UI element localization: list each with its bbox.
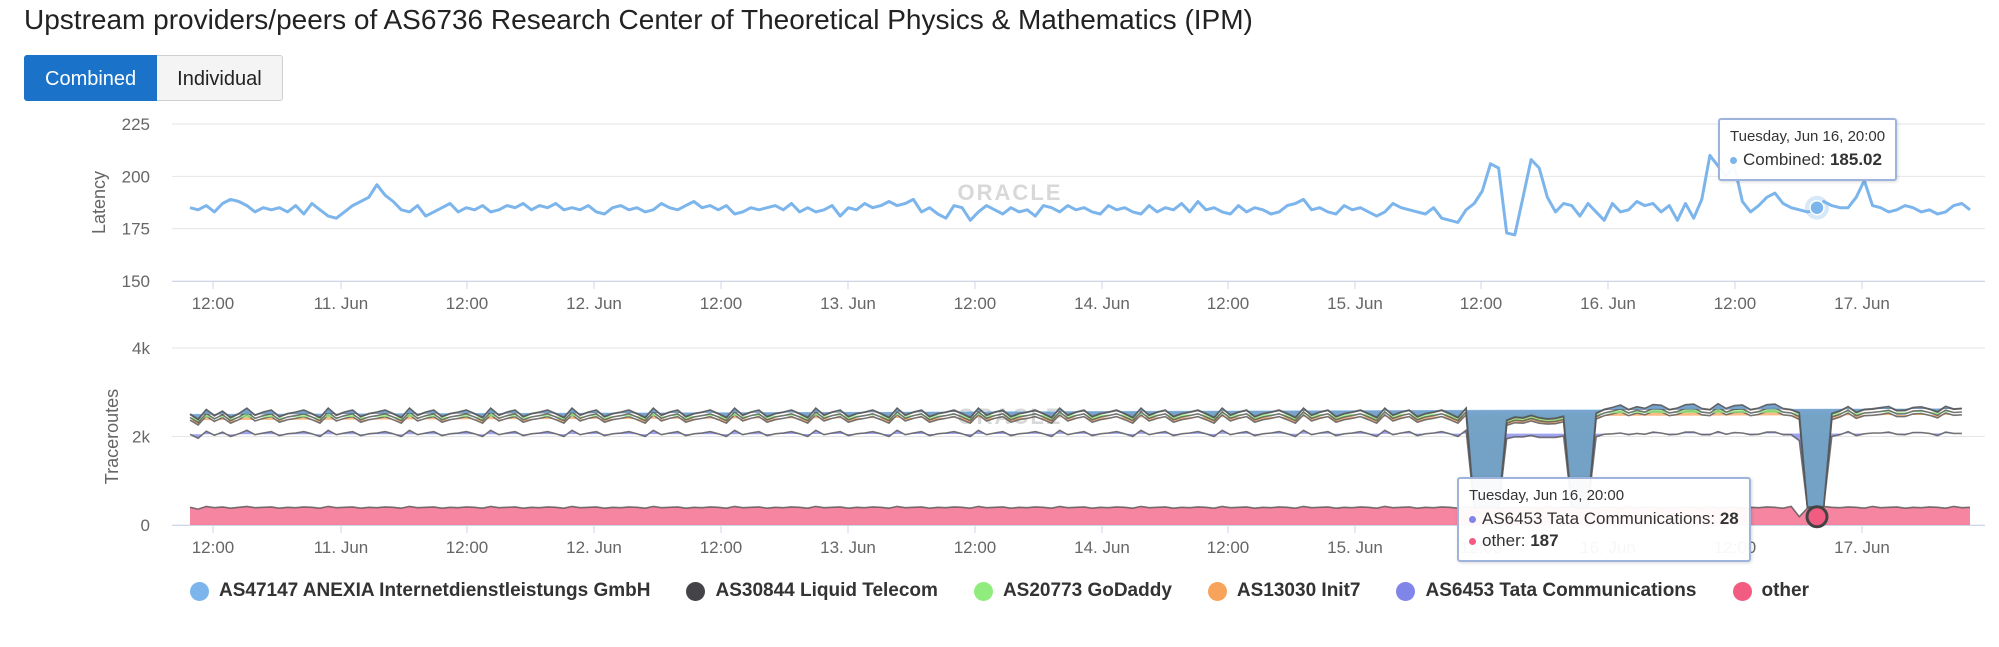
- x-tick-label: 12:00: [446, 294, 489, 313]
- oracle-watermark: ORACLE: [958, 180, 1063, 205]
- x-tick-label: 12:00: [954, 294, 997, 313]
- traceroutes-tooltip-value-2: 187: [1530, 531, 1559, 550]
- x-tick-label: 17. Jun: [1834, 294, 1890, 313]
- page-title: Upstream providers/peers of AS6736 Resea…: [24, 4, 1253, 35]
- y-tick-label: 200: [122, 167, 150, 186]
- hover-point: [1809, 199, 1825, 216]
- individual-button[interactable]: Individual: [157, 55, 283, 101]
- view-toggle: Combined Individual: [24, 55, 283, 101]
- other-dot-icon: [1469, 538, 1476, 546]
- legend: AS47147 ANEXIA Internetdienstleistungs G…: [190, 580, 1809, 602]
- x-tick-label: 11. Jun: [314, 294, 369, 313]
- legend-item[interactable]: AS47147 ANEXIA Internetdienstleistungs G…: [190, 580, 650, 602]
- traceroutes-tooltip-series-1: AS6453 Tata Communications: [1482, 509, 1711, 528]
- traceroutes-tooltip-date: Tuesday, Jun 16, 20:00: [1469, 487, 1625, 504]
- x-tick-label: 13. Jun: [820, 294, 876, 313]
- x-tick-label: 12:00: [954, 538, 997, 557]
- legend-label: AS47147 ANEXIA Internetdienstleistungs G…: [219, 580, 651, 601]
- traceroutes-tooltip-series-2: other: [1482, 531, 1521, 550]
- legend-dot-icon: [1396, 581, 1416, 601]
- x-tick-label: 12. Jun: [566, 294, 622, 313]
- y-tick-label: 225: [122, 115, 150, 134]
- legend-dot-icon: [190, 581, 209, 601]
- traceroutes-tooltip-row-other: other: 187: [1469, 530, 1739, 552]
- traceroutes-tooltip-row-tata: AS6453 Tata Communications: 28: [1469, 508, 1739, 530]
- y-tick-label: 0: [141, 516, 150, 535]
- line-as6453-tata-communications: [189, 428, 1962, 510]
- latency-tooltip-date: Tuesday, Jun 16, 20:00: [1730, 128, 1886, 145]
- x-tick-label: 14. Jun: [1074, 294, 1130, 313]
- legend-label: AS13030 Init7: [1236, 580, 1361, 601]
- x-tick-label: 12:00: [1460, 294, 1503, 313]
- x-tick-label: 15. Jun: [1327, 294, 1383, 313]
- y-axis-title: Traceroutes: [102, 389, 122, 484]
- legend-label: AS6453 Tata Communications: [1425, 580, 1697, 601]
- legend-dot-icon: [973, 581, 993, 601]
- latency-tooltip-value: 185.02: [1829, 150, 1882, 169]
- x-tick-label: 12:00: [446, 538, 489, 557]
- x-tick-label: 12:00: [700, 538, 743, 557]
- legend-item[interactable]: AS6453 Tata Communications: [1396, 580, 1697, 602]
- combined-latency-line: [189, 153, 1971, 237]
- combined-dot-icon: [1730, 157, 1737, 165]
- y-tick-label: 175: [122, 220, 150, 239]
- legend-item[interactable]: AS20773 GoDaddy: [973, 580, 1172, 602]
- x-tick-label: 17. Jun: [1834, 538, 1890, 557]
- x-tick-label: 12. Jun: [566, 538, 622, 557]
- x-tick-label: 12:00: [1714, 294, 1757, 313]
- legend-label: other: [1761, 580, 1810, 601]
- x-tick-label: 13. Jun: [820, 538, 876, 557]
- legend-item[interactable]: AS13030 Init7: [1207, 580, 1361, 602]
- y-tick-label: 150: [122, 272, 150, 291]
- x-tick-label: 12:00: [1207, 538, 1250, 557]
- tata-dot-icon: [1469, 516, 1476, 524]
- legend-dot-icon: [1732, 581, 1752, 601]
- legend-dot-icon: [1207, 581, 1227, 601]
- y-axis-title: Latency: [89, 171, 109, 234]
- legend-dot-icon: [686, 581, 706, 601]
- latency-tooltip-series: Combined: [1743, 150, 1821, 169]
- latency-tooltip-row: Combined: 185.02: [1730, 149, 1885, 171]
- x-tick-label: 12:00: [192, 538, 235, 557]
- x-tick-label: 12:00: [1207, 294, 1250, 313]
- x-tick-label: 15. Jun: [1327, 538, 1383, 557]
- x-tick-label: 11. Jun: [314, 538, 369, 557]
- traceroutes-hover-point: [1805, 505, 1829, 529]
- legend-label: AS20773 GoDaddy: [1002, 580, 1172, 601]
- x-tick-label: 12:00: [700, 294, 743, 313]
- traceroutes-tooltip-value-1: 28: [1719, 509, 1739, 528]
- y-tick-label: 2k: [132, 428, 150, 447]
- line-as47147-anexia-internetdienstleistungs-gmbh: [189, 402, 1962, 510]
- x-tick-label: 12:00: [192, 294, 235, 313]
- legend-item[interactable]: AS30844 Liquid Telecom: [686, 580, 938, 602]
- latency-tooltip: Tuesday, Jun 16, 20:00 Combined: 185.02: [1718, 118, 1898, 181]
- legend-label: AS30844 Liquid Telecom: [715, 580, 938, 601]
- x-tick-label: 14. Jun: [1074, 538, 1130, 557]
- traceroutes-tooltip: Tuesday, Jun 16, 20:00 AS6453 Tata Commu…: [1457, 477, 1751, 562]
- line-as13030-init7: [189, 409, 1962, 510]
- legend-item[interactable]: other: [1732, 580, 1810, 602]
- combined-button[interactable]: Combined: [24, 55, 158, 101]
- line-as20773-godaddy: [189, 406, 1962, 510]
- y-tick-label: 4k: [132, 339, 150, 358]
- x-tick-label: 16. Jun: [1580, 294, 1636, 313]
